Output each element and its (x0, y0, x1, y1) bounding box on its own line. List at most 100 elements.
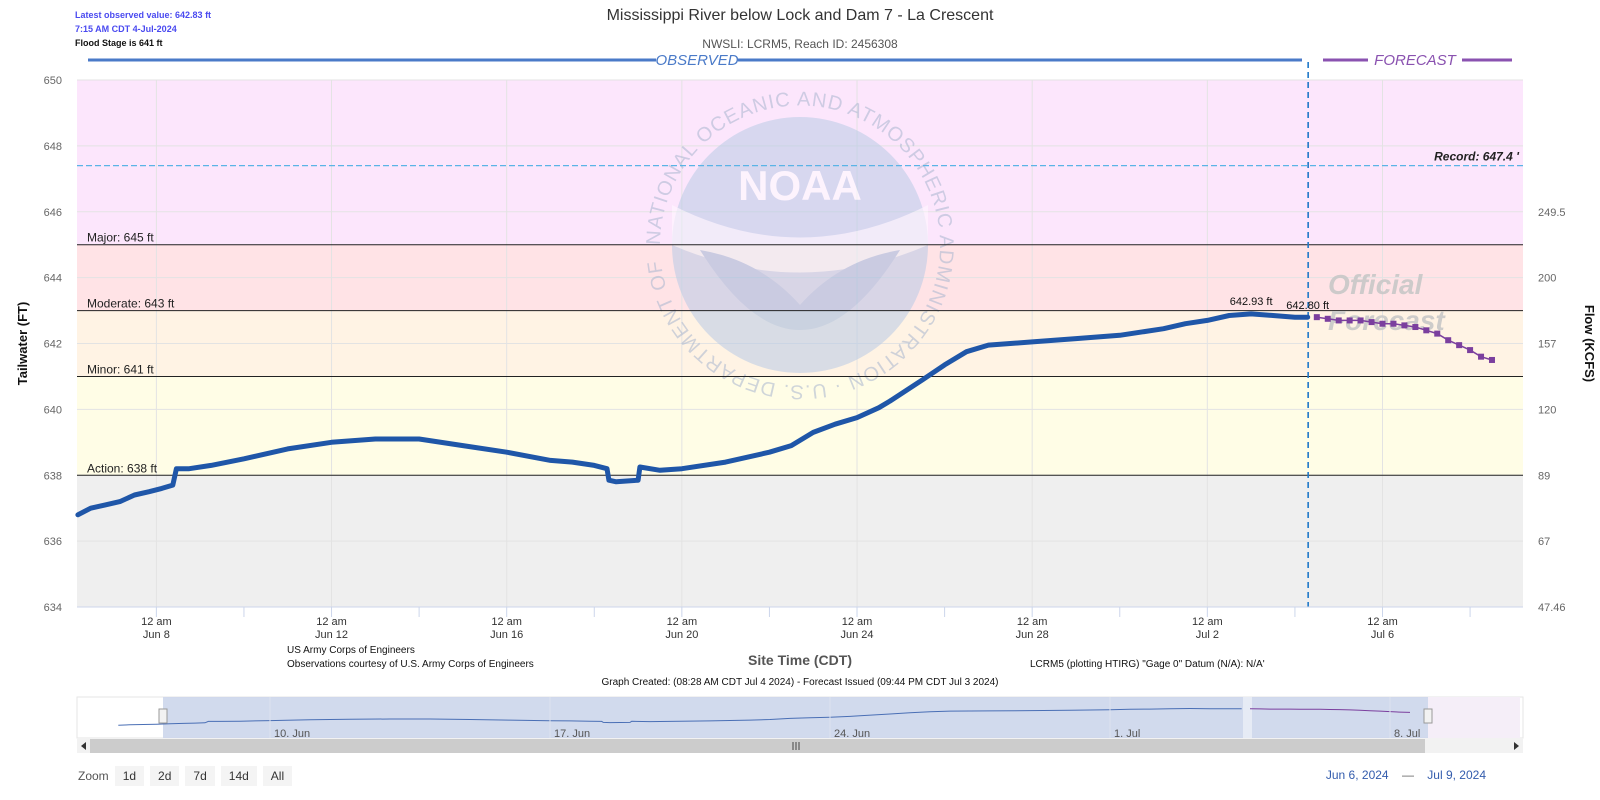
forecast-label: FORECAST (1374, 52, 1458, 69)
y2-tick-label: 200 (1538, 273, 1556, 285)
y-tick-label: 636 (44, 536, 62, 548)
threshold-label: Major: 645 ft (87, 231, 154, 245)
observed-label: OBSERVED (655, 52, 738, 69)
forecast-point (1456, 342, 1463, 349)
chart-subtitle: NWSLI: LCRM5, Reach ID: 2456308 (702, 37, 898, 51)
flood-stage-text: Flood Stage is 641 ft (75, 38, 163, 48)
navigator-right-handle[interactable] (1423, 708, 1433, 724)
y2-tick-label: 157 (1538, 339, 1556, 351)
credit-line-2: Observations courtesy of U.S. Army Corps… (287, 659, 534, 670)
forecast-point (1346, 317, 1353, 324)
y-axis-title: Tailwater (FT) (15, 302, 30, 386)
x-tick-label-time: 12 am (667, 616, 698, 628)
forecast-point (1412, 324, 1419, 331)
y-tick-label: 640 (44, 404, 62, 416)
x-tick-label-date: Jun 28 (1016, 629, 1049, 641)
x-tick-label-time: 12 am (141, 616, 172, 628)
noaa-gull-shape (672, 205, 928, 273)
y-tick-label: 642 (44, 339, 62, 351)
scrollbar-thumb[interactable] (90, 739, 1425, 753)
zoom-14d-button[interactable]: 14d (220, 766, 257, 786)
x-tick-label-time: 12 am (1367, 616, 1398, 628)
graph-created-text: Graph Created: (08:28 AM CDT Jul 4 2024)… (601, 677, 998, 688)
range-to-input[interactable]: Jul 9, 2024 (1427, 768, 1486, 782)
scroll-right-arrow[interactable] (1514, 742, 1519, 750)
forecast-point (1478, 353, 1485, 360)
threshold-label: Action: 638 ft (87, 461, 158, 475)
zoom-label: Zoom (78, 769, 109, 783)
latest-value-text: Latest observed value: 642.83 ft (75, 10, 212, 20)
credit-line-1: US Army Corps of Engineers (287, 645, 415, 656)
threshold-label: Moderate: 643 ft (87, 297, 175, 311)
forecast-point (1488, 356, 1495, 363)
navigator-gap (1243, 697, 1252, 738)
range-from-input[interactable]: Jun 6, 2024 (1325, 768, 1389, 782)
x-tick-label-date: Jun 24 (841, 629, 874, 641)
y2-tick-label: 67 (1538, 536, 1550, 548)
date-range: Jun 6, 2024 — Jul 9, 2024 (1326, 768, 1486, 782)
zoom-bar: Zoom 1d 2d 7d 14d All (78, 766, 293, 786)
x-tick-label-time: 12 am (1017, 616, 1048, 628)
navigator-label: 1. Jul (1114, 728, 1140, 740)
scroll-left-arrow[interactable] (81, 742, 86, 750)
zoom-7d-button[interactable]: 7d (185, 766, 215, 786)
forecast-point (1379, 320, 1386, 327)
forecast-point (1313, 314, 1320, 321)
x-tick-label-time: 12 am (316, 616, 347, 628)
navigator-label: 17. Jun (554, 728, 590, 740)
y-tick-label: 644 (44, 273, 62, 285)
datum-text: LCRM5 (plotting HTIRG) "Gage 0" Datum (N… (1030, 659, 1265, 670)
y2-tick-label: 249.5 (1538, 207, 1566, 219)
record-label: Record: 647.4 ' (1434, 150, 1520, 164)
forecast-point (1324, 315, 1331, 322)
forecast-point (1445, 337, 1452, 344)
latest-observed: Latest observed value: 642.83 ft 7:15 AM… (75, 8, 211, 36)
latest-time-text: 7:15 AM CDT 4-Jul-2024 (75, 24, 177, 34)
forecast-point (1434, 330, 1441, 337)
x-tick-label-date: Jun 20 (665, 629, 698, 641)
y2-tick-label: 120 (1538, 404, 1556, 416)
x-tick-label-date: Jun 8 (143, 629, 170, 641)
forecast-point (1467, 347, 1474, 354)
navigator-selected-range (163, 697, 1428, 738)
zoom-1d-button[interactable]: 1d (114, 766, 145, 786)
y-tick-label: 638 (44, 470, 62, 482)
chart-title: Mississippi River below Lock and Dam 7 -… (606, 7, 994, 24)
peak-annotation: 642.93 ft (1230, 296, 1273, 308)
band-action (77, 376, 1523, 476)
x-tick-label-time: 12 am (842, 616, 873, 628)
navigator-forecast-line (1249, 708, 1411, 713)
x-tick-label-time: 12 am (491, 616, 522, 628)
noaa-lower-shape (700, 250, 900, 330)
official-forecast-line1: Official (1328, 269, 1424, 300)
x-tick-label-date: Jul 6 (1371, 629, 1394, 641)
x-axis-title: Site Time (CDT) (748, 652, 852, 668)
observed-series-line (75, 311, 1311, 518)
x-tick-label-date: Jun 12 (315, 629, 348, 641)
navigator-label: 8. Jul (1394, 728, 1420, 740)
navigator-observed-line (118, 707, 1242, 726)
navigator-label: 24. Jun (834, 728, 870, 740)
y-tick-label: 634 (44, 602, 62, 614)
y-tick-label: 648 (44, 141, 62, 153)
y-tick-label: 650 (44, 75, 62, 87)
y2-axis-title: Flow (KCFS) (1582, 305, 1597, 382)
forecast-point (1401, 322, 1408, 329)
x-tick-label-date: Jul 2 (1196, 629, 1219, 641)
forecast-point (1423, 327, 1430, 334)
x-tick-label-time: 12 am (1192, 616, 1223, 628)
navigator-label: 10. Jun (274, 728, 310, 740)
navigator-left-handle[interactable] (158, 708, 168, 724)
zoom-all-button[interactable]: All (262, 766, 293, 786)
navigator-outside (1428, 697, 1520, 738)
noaa-logo-text: NOAA (738, 162, 862, 209)
forecast-point (1390, 320, 1397, 327)
y2-tick-label: 89 (1538, 470, 1550, 482)
peak-annotation: 642.80 ft (1286, 300, 1329, 312)
y2-tick-label: 47.46 (1538, 602, 1566, 614)
range-separator: — (1401, 768, 1414, 782)
zoom-2d-button[interactable]: 2d (150, 766, 180, 786)
forecast-point (1357, 317, 1364, 324)
forecast-point (1368, 319, 1375, 326)
